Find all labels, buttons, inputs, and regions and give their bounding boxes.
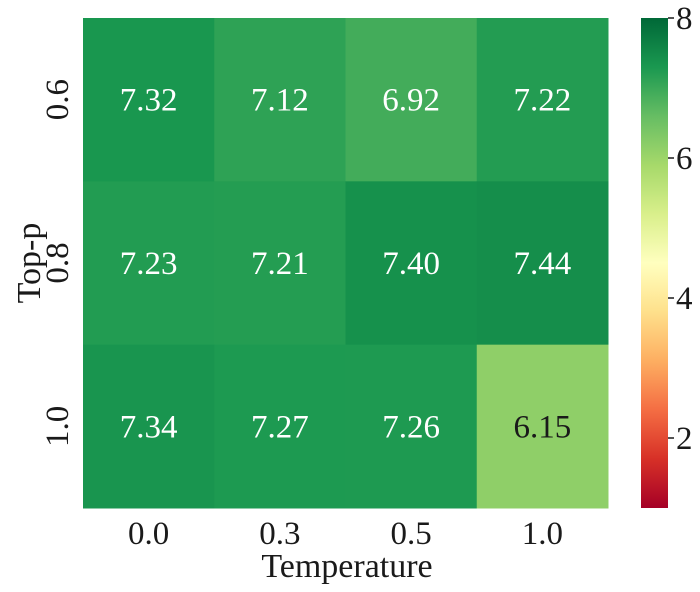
cell-value-label: 7.27 — [251, 409, 309, 445]
x-tick-label: 0.5 — [391, 516, 432, 552]
heatmap-cell — [214, 18, 346, 182]
cell-value-label: 7.12 — [251, 83, 309, 119]
cell-value-label: 7.32 — [120, 83, 178, 119]
heatmap-cell — [83, 344, 215, 509]
heatmap-cell — [476, 344, 609, 509]
y-tick-label: 1.0 — [40, 406, 76, 447]
colorbar — [641, 18, 668, 508]
cell-value-label: 6.15 — [514, 409, 572, 445]
cell-value-label: 7.21 — [251, 246, 309, 282]
colorbar-tick-label: 6 — [676, 141, 693, 177]
y-axis-title: Top-p — [11, 223, 48, 304]
cell-value-label: 6.92 — [382, 83, 440, 119]
y-tick-label: 0.8 — [40, 242, 76, 283]
heatmap-cell — [345, 344, 478, 509]
heatmap-cell — [214, 344, 346, 509]
heatmap-cell — [83, 181, 215, 346]
heatmap-cell — [476, 18, 609, 182]
cell-value-label: 7.40 — [382, 246, 440, 282]
x-tick-label: 0.3 — [259, 516, 300, 552]
heatmap-cell — [214, 181, 346, 346]
x-tick-label: 1.0 — [522, 516, 563, 552]
heatmap-cell — [476, 181, 609, 346]
y-tick-label: 0.6 — [40, 79, 76, 120]
cell-value-label: 7.23 — [120, 246, 178, 282]
x-axis-tick-labels: 0.0 0.3 0.5 1.0 — [128, 516, 563, 552]
colorbar-ticks: 2 4 6 8 — [668, 1, 693, 457]
y-axis-tick-labels: 0.6 0.8 1.0 — [40, 79, 76, 447]
cell-value-labels: 7.32 7.12 6.92 7.22 7.23 7.21 7.40 7.44 7.34 7.27… — [120, 83, 572, 446]
cell-value-label: 7.44 — [514, 246, 572, 282]
cell-value-label: 7.22 — [514, 83, 572, 119]
heatmap-cell — [83, 18, 215, 182]
colorbar-tick-label: 8 — [676, 1, 693, 37]
cell-value-label: 7.26 — [382, 409, 440, 445]
colorbar-tick-label: 4 — [676, 281, 693, 317]
x-tick-label: 0.0 — [128, 516, 169, 552]
colorbar-tick-label: 2 — [676, 421, 693, 457]
cell-value-label: 7.34 — [120, 409, 178, 445]
heatmap-cell — [345, 181, 478, 346]
x-axis-title: Temperature — [261, 548, 432, 585]
heatmap-cell — [345, 18, 478, 182]
heatmap-cells — [83, 18, 609, 509]
